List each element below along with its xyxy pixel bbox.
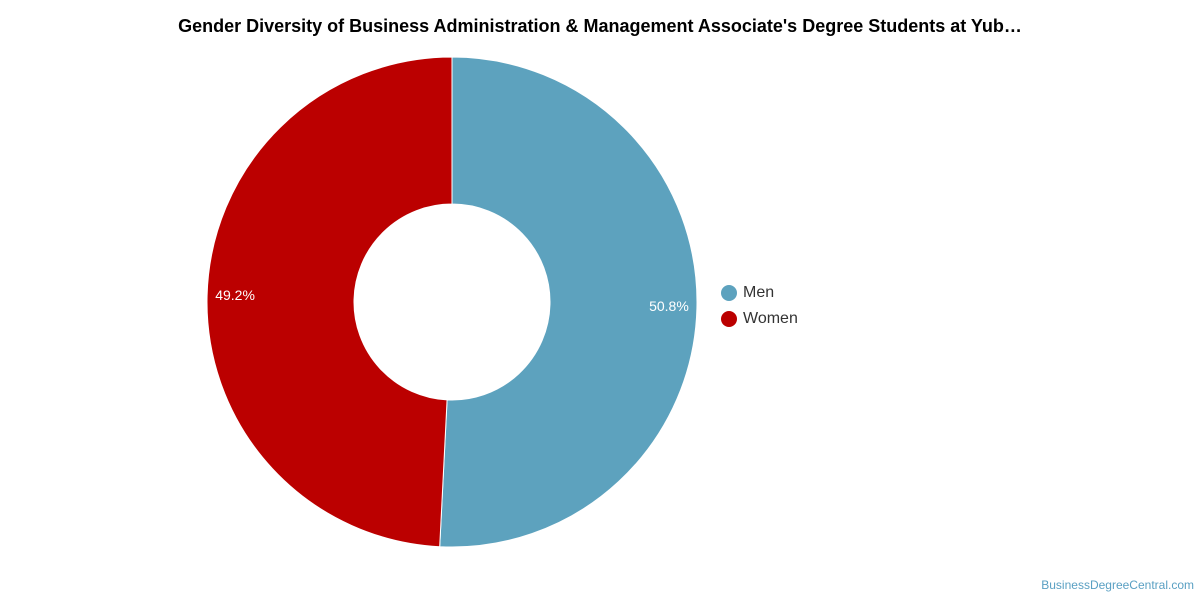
legend-item-men[interactable]: Men xyxy=(721,280,798,306)
chart-legend: Men Women xyxy=(721,280,798,332)
legend-label: Men xyxy=(743,284,775,301)
legend-item-women[interactable]: Women xyxy=(721,306,798,332)
slice-women[interactable] xyxy=(206,56,453,548)
slices-group xyxy=(206,56,698,548)
legend-label: Women xyxy=(743,310,798,327)
slice-labels-group: 50.8% 49.2% xyxy=(215,287,689,314)
legend-swatch-icon xyxy=(721,311,737,327)
slice-label-women: 49.2% xyxy=(215,287,255,303)
source-credit[interactable]: BusinessDegreeCentral.com xyxy=(1041,578,1194,592)
legend-swatch-icon xyxy=(721,285,737,301)
chart-title: Gender Diversity of Business Administrat… xyxy=(178,16,1022,36)
slice-men[interactable] xyxy=(439,56,698,548)
slice-label-men: 50.8% xyxy=(649,298,689,314)
